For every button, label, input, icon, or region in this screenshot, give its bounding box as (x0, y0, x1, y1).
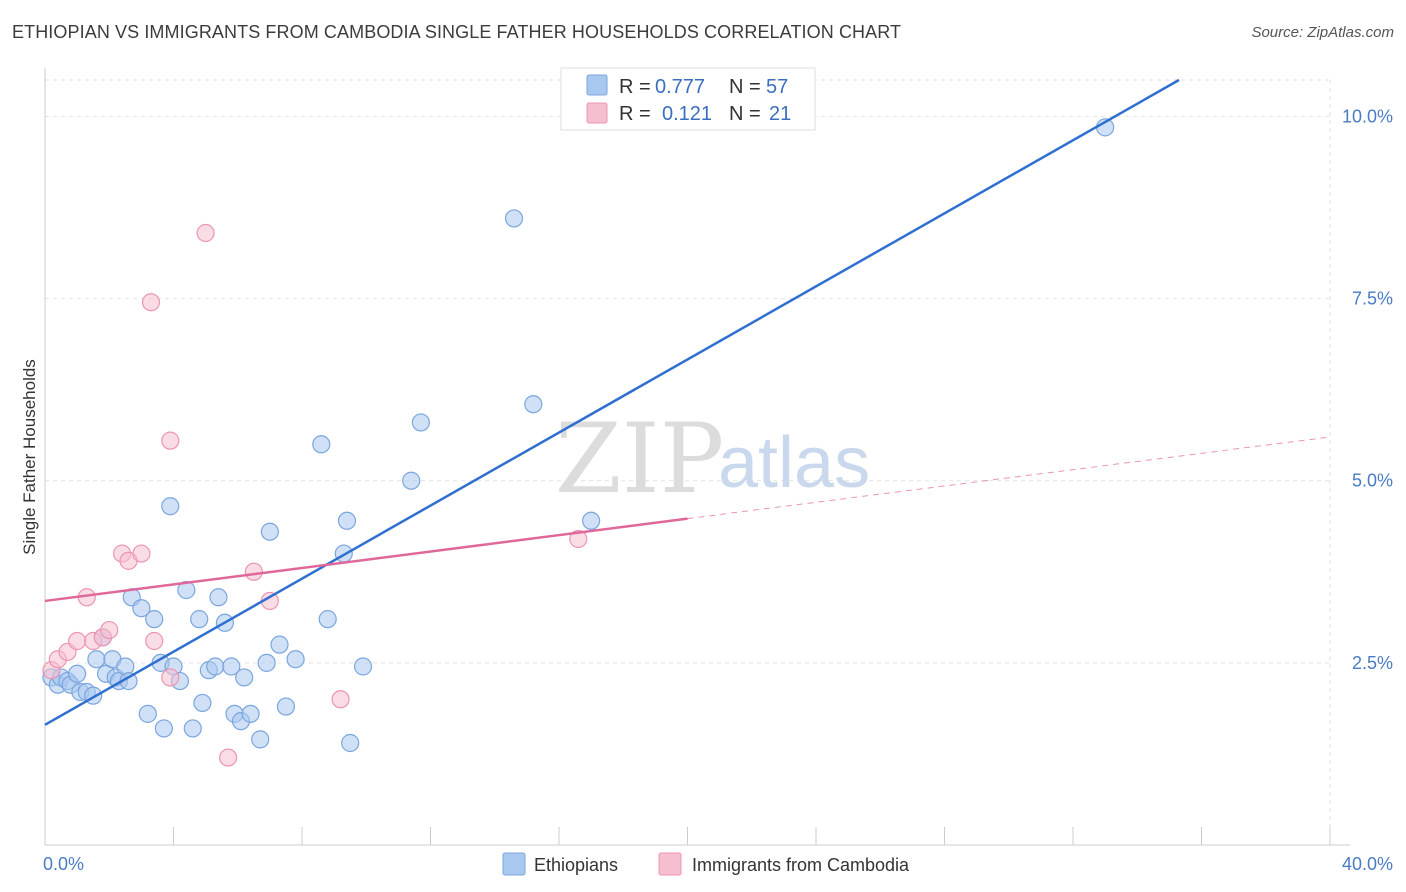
cambodia-trend-line (44, 517, 688, 603)
ethiopians-r-value: 0.777 (655, 76, 705, 98)
cambodia-n-value: 21 (769, 103, 791, 125)
ethiopians-point-42 (270, 635, 289, 654)
ethiopians-point-27 (183, 719, 202, 738)
ethiopians-point-40 (257, 653, 276, 672)
cambodia-point-13 (161, 431, 180, 450)
x-tick-label-0: 0.0% (43, 854, 84, 874)
ethiopians-point-5 (68, 664, 87, 683)
trend-lines (44, 78, 1331, 726)
ethiopians-point-50 (353, 657, 373, 676)
cambodia-series-label: Immigrants from Cambodia (692, 855, 910, 875)
axes (44, 68, 1350, 846)
ethiopians-point-48 (337, 511, 357, 530)
ethiopians-point-38 (241, 704, 260, 723)
ethiopians-point-45 (312, 435, 331, 454)
ethiopians-trend-line (44, 78, 1180, 726)
watermark: ZIP atlas (555, 403, 870, 515)
cambodia-trend-extension (687, 436, 1331, 520)
cambodia-point-16 (219, 748, 238, 767)
cambodia-point-20 (569, 529, 588, 549)
ethiopians-point-41 (260, 522, 279, 541)
watermark-zip: ZIP (555, 403, 724, 515)
cambodia-point-14 (141, 293, 161, 312)
ethiopians-point-26 (177, 580, 196, 600)
chart-title: ETHIOPIAN VS IMMIGRANTS FROM CAMBODIA SI… (12, 22, 902, 42)
ethiopians-point-18 (132, 599, 151, 618)
ethiopians-point-55 (582, 511, 601, 530)
y-tick-labels: 2.5% 5.0% 7.5% 10.0% (1342, 106, 1393, 672)
cambodia-r-value: 0.121 (662, 103, 712, 125)
ethiopians-point-46 (318, 610, 337, 629)
series-legend: Ethiopians Immigrants from Cambodia (502, 852, 910, 876)
ethiopians-point-20 (145, 610, 164, 629)
ethiopians-point-22 (154, 719, 173, 738)
ethiopians-point-23 (161, 497, 180, 516)
ethiopians-n-label: N = (729, 76, 761, 98)
ethiopians-point-53 (504, 209, 524, 228)
ethiopians-point-37 (235, 668, 254, 687)
ethiopians-series-swatch (502, 852, 526, 876)
x-tick-labels: 0.0% 40.0% (43, 854, 1393, 874)
ethiopians-point-43 (276, 697, 296, 716)
ethiopians-point-32 (209, 588, 228, 607)
ethiopians-point-31 (206, 657, 225, 676)
ethiopians-points (42, 118, 1115, 753)
cambodia-point-7 (100, 620, 119, 640)
cambodia-point-15 (196, 223, 215, 243)
cambodia-n-label: N = (729, 103, 761, 125)
y-tick-label-1: 5.0% (1352, 471, 1393, 491)
ethiopians-point-52 (411, 413, 430, 432)
ethiopians-r-label: R = (619, 76, 651, 98)
ethiopians-point-51 (402, 471, 421, 490)
x-tick-label-1: 40.0% (1342, 854, 1393, 874)
cambodia-point-10 (132, 544, 151, 563)
y-tick-label-3: 10.0% (1342, 106, 1393, 126)
source-label: Source: ZipAtlas.com (1251, 24, 1394, 41)
ethiopians-point-39 (251, 730, 270, 749)
ethiopians-point-19 (138, 704, 157, 723)
cambodia-legend-swatch (586, 102, 608, 124)
ethiopians-n-value: 57 (766, 76, 788, 98)
ethiopians-point-49 (341, 733, 360, 753)
ethiopians-point-44 (286, 650, 305, 669)
y-tick-label-2: 7.5% (1352, 289, 1393, 309)
ethiopians-point-29 (193, 693, 212, 713)
ethiopians-legend-swatch (586, 74, 608, 96)
ethiopians-point-54 (524, 395, 543, 414)
ethiopians-point-28 (190, 610, 209, 629)
cambodia-point-3 (68, 631, 87, 651)
cambodia-r-label: R = (619, 103, 651, 125)
cambodia-point-19 (331, 690, 350, 709)
cambodia-point-17 (244, 562, 263, 581)
ethiopians-series-label: Ethiopians (534, 855, 618, 875)
y-axis-label: Single Father Households (20, 359, 39, 555)
cambodia-point-12 (161, 668, 180, 687)
cambodia-series-swatch (658, 852, 682, 876)
ethiopians-point-34 (222, 657, 241, 676)
watermark-atlas: atlas (718, 423, 870, 503)
ethiopians-point-9 (87, 650, 106, 669)
cambodia-point-11 (145, 631, 164, 651)
stats-legend: R = 0.777 N = 57 R = 0.121 N = 21 (560, 67, 816, 131)
y-tick-label-0: 2.5% (1352, 653, 1393, 673)
